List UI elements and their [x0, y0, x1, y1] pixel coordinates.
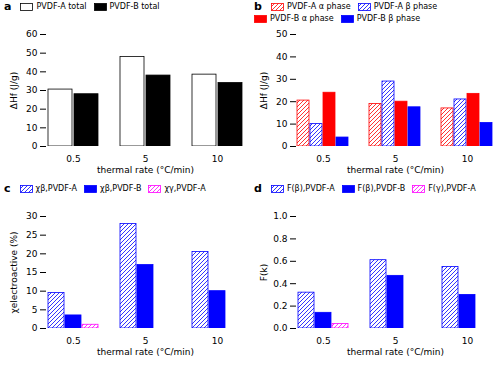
svg-text:0.2: 0.2 [273, 301, 287, 311]
html-text:a: a [4, 0, 12, 13]
svg-text:5: 5 [143, 154, 149, 164]
html-text:χβ,PVDF-B: χβ,PVDF-B [100, 184, 142, 193]
html-text:PVDF-B α phase: PVDF-B α phase [270, 14, 334, 23]
svg-text:15: 15 [26, 267, 37, 277]
html-text:c: c [4, 182, 11, 195]
svg-text:thermal rate (°C/min): thermal rate (°C/min) [347, 165, 444, 175]
svg-text:50: 50 [276, 29, 288, 39]
svg-text:0: 0 [32, 323, 38, 333]
svg-text:0.5: 0.5 [66, 336, 80, 346]
svg-text:thermal rate (°C/min): thermal rate (°C/min) [97, 347, 194, 357]
svg-text:5: 5 [393, 336, 399, 346]
html-text:F(β),PVDF-B: F(β),PVDF-B [357, 184, 406, 193]
svg-text:30: 30 [26, 211, 38, 221]
svg-text:χelectroactive (%): χelectroactive (%) [9, 231, 19, 313]
svg-text:60: 60 [26, 29, 38, 39]
svg-text:30: 30 [276, 74, 288, 84]
html-text:χβ,PVDF-A: χβ,PVDF-A [35, 184, 77, 193]
svg-text:0.0: 0.0 [273, 323, 288, 333]
svg-text:10: 10 [212, 154, 224, 164]
svg-text:40: 40 [276, 52, 288, 62]
svg-text:10: 10 [26, 123, 38, 133]
html-text:F(β),PVDF-A: F(β),PVDF-A [286, 184, 335, 193]
html-text:F(γ),PVDF-A: F(γ),PVDF-A [428, 184, 476, 193]
svg-text:10: 10 [26, 286, 38, 296]
svg-text:0.5: 0.5 [66, 154, 80, 164]
svg-text:5: 5 [393, 154, 399, 164]
svg-text:0.5: 0.5 [316, 154, 330, 164]
svg-text:30: 30 [26, 85, 38, 95]
svg-text:0: 0 [32, 141, 38, 151]
html-text:χγ,PVDF-A: χγ,PVDF-A [164, 184, 206, 193]
html-text:b: b [254, 0, 262, 13]
svg-text:5: 5 [143, 336, 149, 346]
svg-text:10: 10 [462, 154, 474, 164]
svg-text:0.8: 0.8 [273, 234, 288, 244]
svg-text:10: 10 [276, 119, 288, 129]
svg-text:ΔHf (J/g): ΔHf (J/g) [259, 72, 269, 109]
svg-text:F(k): F(k) [259, 264, 269, 281]
html-text:d: d [254, 182, 262, 195]
svg-text:ΔHf (J/g): ΔHf (J/g) [9, 72, 19, 109]
html-text:PVDF-B total: PVDF-B total [109, 2, 160, 11]
svg-text:40: 40 [26, 67, 38, 77]
svg-text:20: 20 [276, 97, 288, 107]
svg-text:10: 10 [462, 336, 474, 346]
svg-text:50: 50 [26, 48, 38, 58]
html-text:PVDF-B β phase: PVDF-B β phase [356, 14, 421, 23]
svg-text:0: 0 [282, 141, 288, 151]
svg-text:1.0: 1.0 [273, 211, 288, 221]
html-text:PVDF-A α phase: PVDF-A α phase [286, 2, 351, 11]
html-text:PVDF-A β phase: PVDF-A β phase [373, 2, 438, 11]
svg-text:0.6: 0.6 [273, 256, 288, 266]
svg-text:20: 20 [26, 249, 38, 259]
svg-text:thermal rate (°C/min): thermal rate (°C/min) [97, 165, 194, 175]
svg-text:25: 25 [26, 230, 37, 240]
svg-text:20: 20 [26, 104, 38, 114]
svg-text:thermal rate (°C/min): thermal rate (°C/min) [347, 347, 444, 357]
html-text:PVDF-A total: PVDF-A total [36, 2, 87, 11]
svg-text:0.5: 0.5 [316, 336, 330, 346]
svg-text:0.4: 0.4 [273, 279, 288, 289]
svg-text:5: 5 [32, 305, 38, 315]
svg-text:10: 10 [212, 336, 224, 346]
